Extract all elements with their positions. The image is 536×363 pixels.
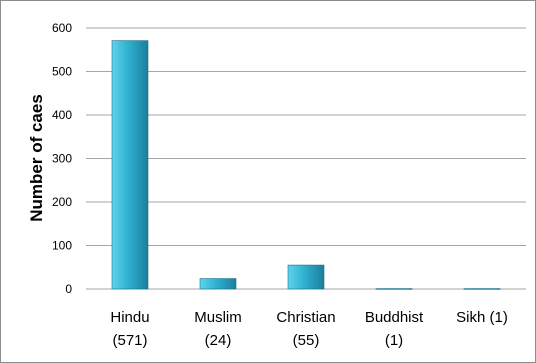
bars [111,40,501,290]
y-tick-label: 600 [52,21,72,35]
y-tick-label: 200 [52,195,72,209]
y-tick-label: 100 [52,239,72,253]
x-tick-label: Muslim (24) [194,309,242,349]
x-tick-label: Hindu (571) [110,309,149,349]
x-tick-label: Buddhist (1) [365,309,424,349]
y-axis-ticks: 0 100 200 300 400 500 600 [52,21,72,296]
y-tick-label: 400 [52,108,72,122]
x-tick-label: Sikh (1) [456,309,508,326]
bar [375,288,413,290]
bar [463,288,501,290]
bar [111,40,149,290]
x-axis-labels: Hindu (571) Muslim (24) Christian (55) Buddhis… [110,309,507,349]
y-axis-label: Number of caes [27,94,46,222]
y-tick-label: 300 [52,152,72,166]
y-tick-label: 500 [52,65,72,79]
bar [287,264,325,290]
bar [199,278,237,290]
gridlines [86,27,526,290]
x-tick-label: Christian (55) [276,309,335,349]
y-tick-label: 0 [65,282,72,296]
